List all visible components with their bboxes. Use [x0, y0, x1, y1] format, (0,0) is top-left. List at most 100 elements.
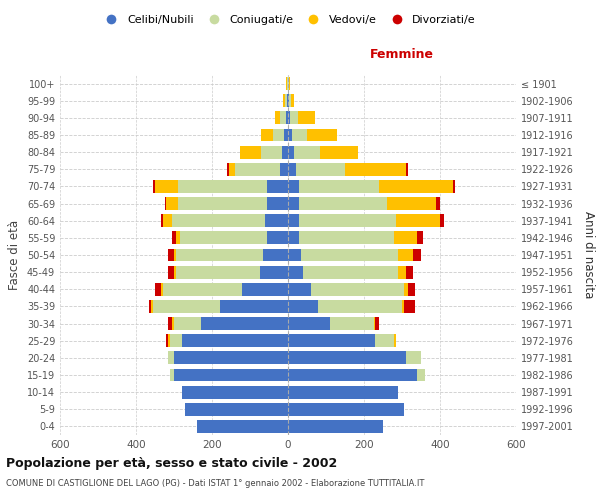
Bar [263, 248, 288, 262]
Bar [404, 283, 408, 296]
Bar [267, 180, 288, 193]
Bar [284, 128, 288, 141]
Bar [288, 232, 299, 244]
Bar [170, 368, 174, 382]
Bar [387, 197, 436, 210]
Bar [320, 146, 358, 158]
Bar [288, 180, 299, 193]
Bar [311, 283, 404, 296]
Bar [299, 214, 396, 227]
Text: COMUNE DI CASTIGLIONE DEL LAGO (PG) - Dati ISTAT 1° gennaio 2002 - Elaborazione : COMUNE DI CASTIGLIONE DEL LAGO (PG) - Da… [6, 479, 424, 488]
Bar [376, 334, 394, 347]
Bar [174, 368, 288, 382]
Bar [288, 420, 383, 433]
Bar [288, 146, 294, 158]
Bar [404, 300, 415, 313]
Bar [168, 334, 170, 347]
Bar [454, 180, 455, 193]
Bar [197, 420, 288, 433]
Bar [440, 214, 444, 227]
Bar [417, 368, 425, 382]
Bar [151, 300, 153, 313]
Bar [286, 77, 287, 90]
Bar [280, 112, 286, 124]
Bar [288, 266, 303, 278]
Bar [288, 214, 299, 227]
Bar [286, 94, 287, 107]
Bar [174, 248, 176, 262]
Bar [299, 197, 387, 210]
Bar [241, 146, 262, 158]
Bar [394, 232, 417, 244]
Bar [290, 112, 298, 124]
Bar [163, 214, 172, 227]
Bar [168, 352, 174, 364]
Bar [168, 248, 174, 262]
Bar [166, 334, 168, 347]
Bar [406, 352, 421, 364]
Bar [178, 180, 267, 193]
Bar [273, 128, 284, 141]
Bar [417, 232, 423, 244]
Bar [288, 317, 330, 330]
Text: Femmine: Femmine [370, 48, 434, 60]
Bar [373, 317, 376, 330]
Bar [398, 248, 413, 262]
Bar [170, 334, 182, 347]
Bar [397, 214, 440, 227]
Bar [379, 180, 454, 193]
Bar [182, 386, 288, 398]
Bar [275, 112, 280, 124]
Bar [299, 180, 379, 193]
Bar [301, 248, 398, 262]
Bar [290, 94, 295, 107]
Bar [149, 300, 151, 313]
Y-axis label: Fasce di età: Fasce di età [8, 220, 21, 290]
Bar [180, 232, 267, 244]
Bar [172, 317, 174, 330]
Bar [174, 266, 176, 278]
Bar [376, 317, 379, 330]
Bar [296, 163, 345, 175]
Bar [182, 334, 288, 347]
Bar [155, 180, 178, 193]
Bar [292, 128, 307, 141]
Bar [260, 266, 288, 278]
Bar [176, 266, 260, 278]
Bar [229, 163, 235, 175]
Bar [164, 197, 166, 210]
Bar [288, 368, 417, 382]
Bar [176, 232, 180, 244]
Bar [303, 266, 398, 278]
Bar [153, 300, 220, 313]
Bar [178, 197, 267, 210]
Bar [398, 266, 406, 278]
Bar [172, 214, 265, 227]
Legend: Celibi/Nubili, Coniugati/e, Vedovi/e, Divorziati/e: Celibi/Nubili, Coniugati/e, Vedovi/e, Di… [96, 10, 480, 29]
Text: Popolazione per età, sesso e stato civile - 2002: Popolazione per età, sesso e stato civil… [6, 458, 337, 470]
Bar [176, 248, 263, 262]
Bar [294, 146, 320, 158]
Bar [283, 146, 288, 158]
Bar [262, 146, 283, 158]
Bar [174, 352, 288, 364]
Bar [288, 334, 376, 347]
Bar [288, 128, 292, 141]
Bar [288, 403, 404, 415]
Bar [307, 128, 337, 141]
Bar [286, 112, 288, 124]
Bar [288, 352, 406, 364]
Bar [227, 163, 229, 175]
Bar [288, 283, 311, 296]
Bar [319, 300, 402, 313]
Bar [166, 197, 178, 210]
Bar [153, 180, 155, 193]
Bar [161, 214, 163, 227]
Bar [288, 163, 296, 175]
Bar [406, 163, 408, 175]
Bar [168, 317, 172, 330]
Bar [299, 232, 394, 244]
Bar [200, 317, 288, 330]
Bar [172, 232, 176, 244]
Bar [168, 266, 174, 278]
